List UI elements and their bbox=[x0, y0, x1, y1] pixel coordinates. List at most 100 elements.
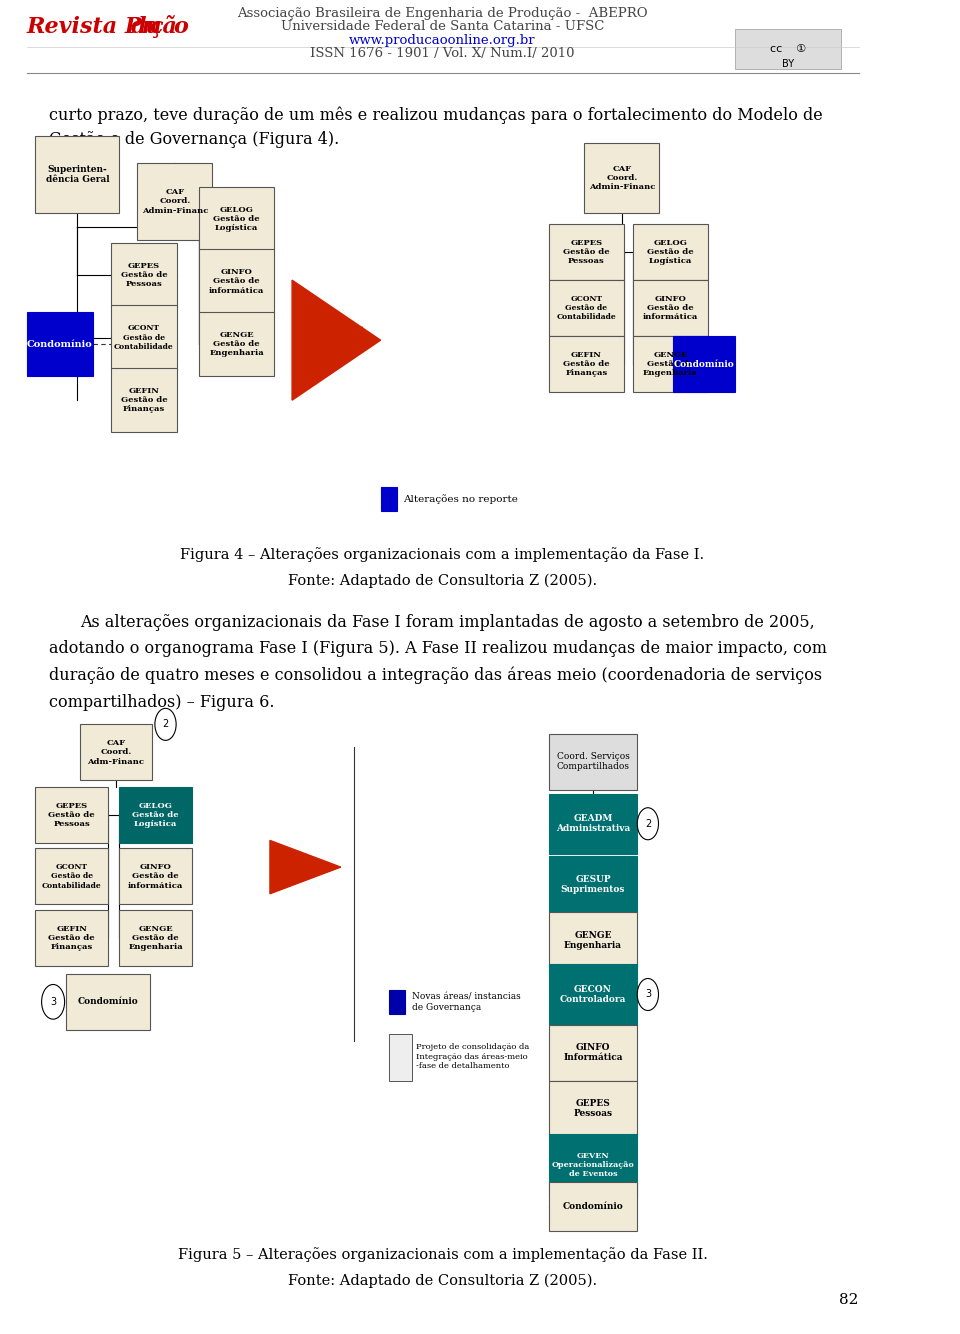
Text: Figura 5 – Alterações organizacionais com a implementação da Fase II.: Figura 5 – Alterações organizacionais co… bbox=[178, 1247, 708, 1262]
Text: GEFIN
Gestão de
Finanças: GEFIN Gestão de Finanças bbox=[121, 387, 167, 414]
FancyBboxPatch shape bbox=[390, 990, 405, 1014]
Text: GENGE
Engenharia: GENGE Engenharia bbox=[564, 931, 622, 950]
Circle shape bbox=[637, 807, 659, 840]
Text: CAF
Coord.
Admin-Financ: CAF Coord. Admin-Financ bbox=[142, 188, 208, 215]
Text: 3: 3 bbox=[50, 996, 57, 1007]
Polygon shape bbox=[292, 280, 380, 400]
Text: Condomínio: Condomínio bbox=[673, 360, 734, 368]
FancyBboxPatch shape bbox=[119, 787, 192, 843]
FancyBboxPatch shape bbox=[633, 336, 708, 392]
Text: duração de quatro meses e consolidou a integração das áreas meio (coordenadoria : duração de quatro meses e consolidou a i… bbox=[49, 667, 822, 684]
Text: GENGE
Gestão de
Engenharia: GENGE Gestão de Engenharia bbox=[129, 924, 183, 951]
FancyBboxPatch shape bbox=[549, 1081, 637, 1137]
Text: ISSN 1676 - 1901 / Vol. X/ Num.I/ 2010: ISSN 1676 - 1901 / Vol. X/ Num.I/ 2010 bbox=[310, 47, 575, 60]
Text: As alterações organizacionais da Fase I foram implantadas de agosto a setembro d: As alterações organizacionais da Fase I … bbox=[80, 614, 814, 631]
FancyBboxPatch shape bbox=[633, 280, 708, 336]
FancyBboxPatch shape bbox=[380, 487, 396, 511]
Text: 2: 2 bbox=[645, 819, 651, 828]
Text: GEVEN
Operacionalização
de Eventos: GEVEN Operacionalização de Eventos bbox=[552, 1153, 635, 1178]
Text: Condomínio: Condomínio bbox=[27, 340, 92, 348]
FancyBboxPatch shape bbox=[36, 848, 108, 904]
Text: adotando o organograma Fase I (Figura 5). A Fase II realizou mudanças de maior i: adotando o organograma Fase I (Figura 5)… bbox=[49, 640, 827, 658]
Text: Alterações no reporte: Alterações no reporte bbox=[402, 494, 517, 504]
FancyBboxPatch shape bbox=[390, 1034, 412, 1081]
Text: curto prazo, teve duração de um mês e realizou mudanças para o fortalecimento do: curto prazo, teve duração de um mês e re… bbox=[49, 107, 823, 124]
Text: o: o bbox=[174, 16, 188, 37]
FancyBboxPatch shape bbox=[36, 787, 108, 843]
Text: Superinten-
dência Geral: Superinten- dência Geral bbox=[46, 165, 109, 184]
Text: Figura 4 – Alterações organizacionais com a implementação da Fase I.: Figura 4 – Alterações organizacionais co… bbox=[180, 547, 705, 562]
FancyBboxPatch shape bbox=[673, 336, 734, 392]
Text: GECON
Controladora: GECON Controladora bbox=[560, 984, 626, 1005]
Text: GCONT
Gestão de
Contabilidade: GCONT Gestão de Contabilidade bbox=[42, 863, 102, 890]
Text: çã: çã bbox=[150, 15, 178, 39]
Polygon shape bbox=[270, 840, 341, 894]
Text: GEADM
Administrativa: GEADM Administrativa bbox=[556, 814, 630, 834]
Text: Fonte: Adaptado de Consultoria Z (2005).: Fonte: Adaptado de Consultoria Z (2005). bbox=[288, 1274, 597, 1289]
Text: compartilhados) – Figura 6.: compartilhados) – Figura 6. bbox=[49, 694, 275, 711]
Text: 3: 3 bbox=[645, 990, 651, 999]
FancyBboxPatch shape bbox=[36, 910, 108, 966]
Text: GEPES
Gestão de
Pessoas: GEPES Gestão de Pessoas bbox=[564, 239, 610, 265]
FancyBboxPatch shape bbox=[584, 143, 660, 213]
Text: du: du bbox=[131, 16, 162, 37]
FancyBboxPatch shape bbox=[80, 724, 153, 780]
Text: GENGE
Gestão de
Engenharia: GENGE Gestão de Engenharia bbox=[209, 331, 264, 358]
Text: Universidade Federal de Santa Catarina - UFSC: Universidade Federal de Santa Catarina -… bbox=[281, 20, 604, 33]
FancyBboxPatch shape bbox=[549, 1025, 637, 1081]
Text: GINFO
Informática: GINFO Informática bbox=[564, 1043, 623, 1062]
Text: GELOG
Gestão de
Logística: GELOG Gestão de Logística bbox=[647, 239, 694, 265]
Text: Condomínio: Condomínio bbox=[563, 1202, 623, 1211]
Text: Coord. Serviços
Compartilhados: Coord. Serviços Compartilhados bbox=[557, 752, 630, 771]
Text: GELOG
Gestão de
Logística: GELOG Gestão de Logística bbox=[132, 802, 180, 828]
FancyBboxPatch shape bbox=[199, 187, 275, 251]
FancyBboxPatch shape bbox=[549, 1182, 637, 1231]
FancyBboxPatch shape bbox=[549, 336, 624, 392]
Text: GELOG
Gestão de
Logística: GELOG Gestão de Logística bbox=[213, 205, 260, 232]
Text: CAF
Coord.
Adm-Financ: CAF Coord. Adm-Financ bbox=[87, 739, 144, 766]
Text: 82: 82 bbox=[839, 1294, 858, 1307]
Text: 2: 2 bbox=[162, 719, 169, 730]
Text: GEFIN
Gestão de
Finanças: GEFIN Gestão de Finanças bbox=[48, 924, 95, 951]
Text: CAF
Coord.
Admin-Financ: CAF Coord. Admin-Financ bbox=[588, 165, 655, 191]
Text: Fonte: Adaptado de Consultoria Z (2005).: Fonte: Adaptado de Consultoria Z (2005). bbox=[288, 574, 597, 588]
Text: GINFO
Gestão de
informática: GINFO Gestão de informática bbox=[643, 295, 698, 321]
Text: GESUP
Suprimentos: GESUP Suprimentos bbox=[561, 875, 625, 894]
Circle shape bbox=[155, 708, 176, 740]
FancyBboxPatch shape bbox=[110, 305, 177, 370]
FancyBboxPatch shape bbox=[549, 912, 637, 968]
Text: GINFO
Gestão de
informática: GINFO Gestão de informática bbox=[209, 268, 264, 295]
Text: GCONT
Gestão de
Contabilidade: GCONT Gestão de Contabilidade bbox=[557, 295, 616, 321]
Text: GCONT
Gestão de
Contabilidade: GCONT Gestão de Contabilidade bbox=[114, 324, 174, 351]
FancyBboxPatch shape bbox=[549, 856, 637, 912]
Text: GEFIN
Gestão de
Finanças: GEFIN Gestão de Finanças bbox=[564, 351, 610, 378]
FancyBboxPatch shape bbox=[549, 794, 637, 854]
Text: www.producaoonline.org.br: www.producaoonline.org.br bbox=[349, 33, 536, 47]
Text: Gestão e de Governança (Figura 4).: Gestão e de Governança (Figura 4). bbox=[49, 131, 339, 148]
Circle shape bbox=[637, 979, 659, 1011]
FancyBboxPatch shape bbox=[119, 910, 192, 966]
Text: GEPES
Gestão de
Pessoas: GEPES Gestão de Pessoas bbox=[48, 802, 95, 828]
Text: GINFO
Gestão de
informática: GINFO Gestão de informática bbox=[128, 863, 183, 890]
FancyBboxPatch shape bbox=[137, 163, 212, 240]
FancyBboxPatch shape bbox=[633, 224, 708, 280]
FancyBboxPatch shape bbox=[110, 243, 177, 307]
Text: Revista Pr: Revista Pr bbox=[27, 16, 154, 37]
FancyBboxPatch shape bbox=[199, 312, 275, 376]
FancyBboxPatch shape bbox=[734, 29, 841, 69]
Text: cc    ①: cc ① bbox=[770, 44, 805, 55]
Text: GEPES
Pessoas: GEPES Pessoas bbox=[573, 1099, 612, 1118]
FancyBboxPatch shape bbox=[549, 964, 637, 1025]
FancyBboxPatch shape bbox=[549, 224, 624, 280]
Circle shape bbox=[41, 984, 64, 1019]
FancyBboxPatch shape bbox=[549, 1134, 637, 1197]
FancyBboxPatch shape bbox=[66, 974, 151, 1030]
Text: Associação Brasileira de Engenharia de Produção -  ABEPRO: Associação Brasileira de Engenharia de P… bbox=[237, 7, 648, 20]
FancyBboxPatch shape bbox=[549, 280, 624, 336]
FancyBboxPatch shape bbox=[199, 249, 275, 313]
Text: GEPES
Gestão de
Pessoas: GEPES Gestão de Pessoas bbox=[121, 261, 167, 288]
Text: Projeto de consolidação da
Integração das áreas-meio
-fase de detalhamento: Projeto de consolidação da Integração da… bbox=[416, 1043, 529, 1070]
Text: BY: BY bbox=[781, 59, 794, 69]
FancyBboxPatch shape bbox=[110, 368, 177, 432]
FancyBboxPatch shape bbox=[27, 312, 93, 376]
